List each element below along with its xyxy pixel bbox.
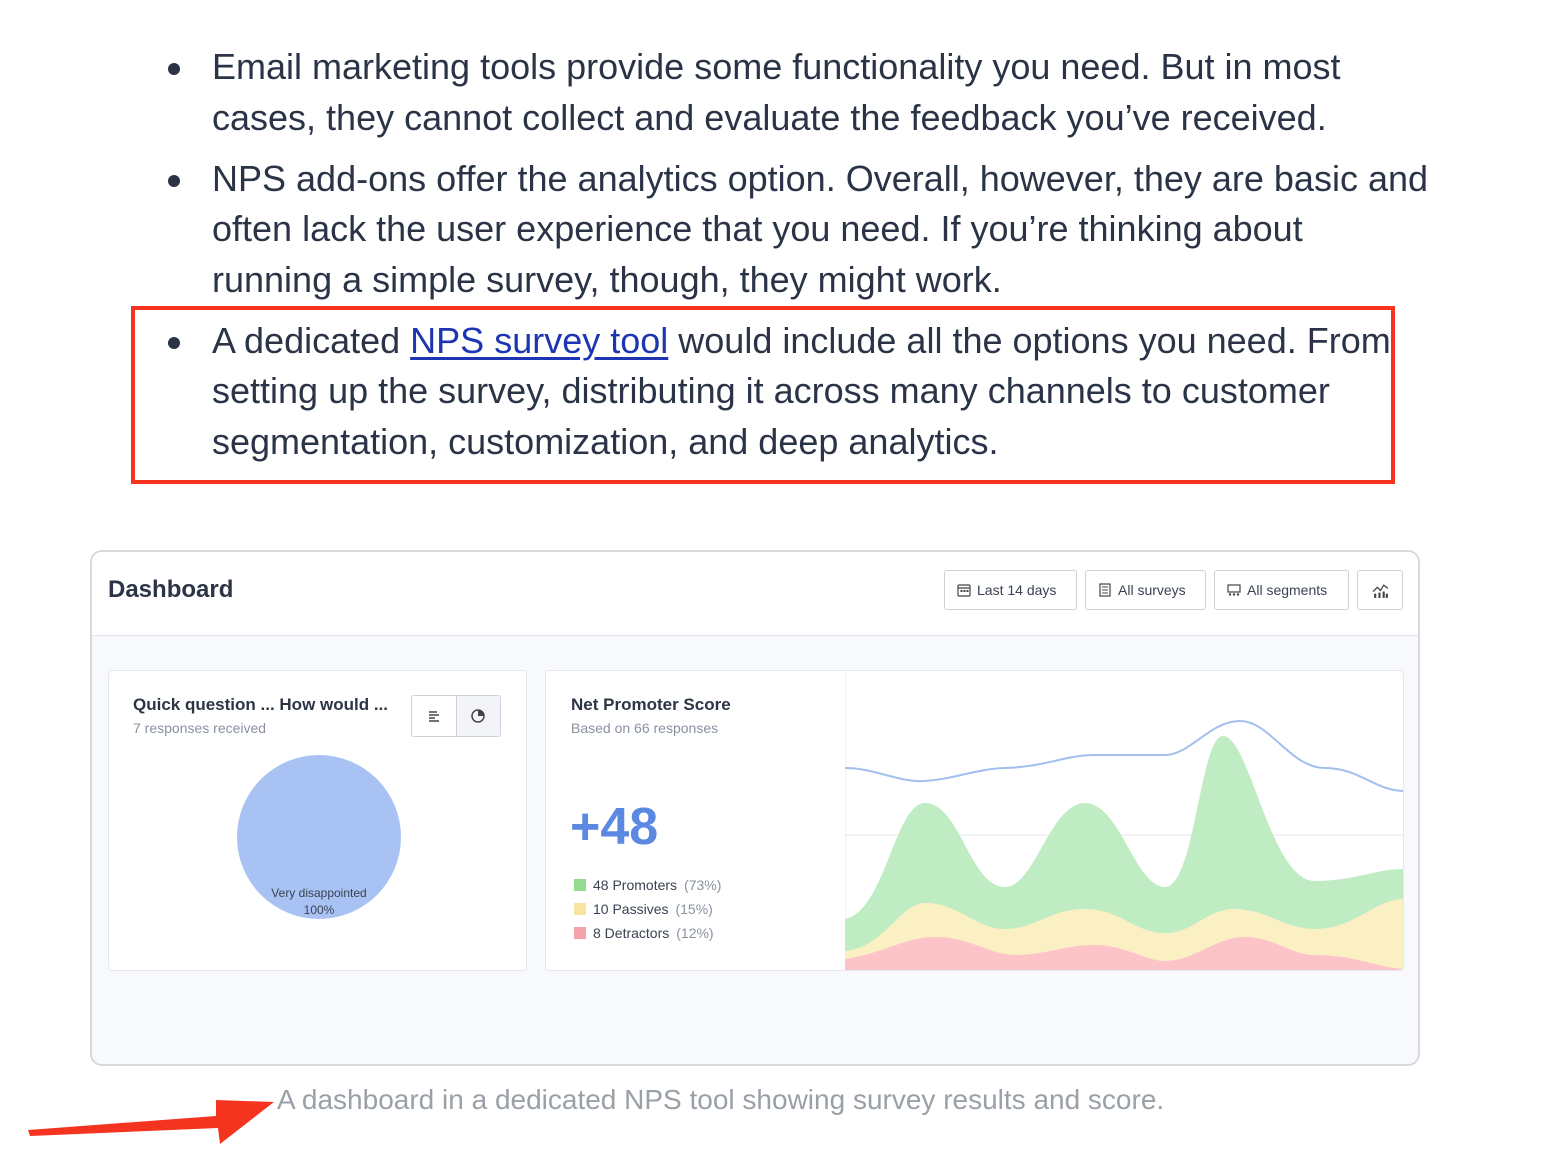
bars-icon bbox=[428, 711, 439, 722]
bullet-text: NPS add-ons offer the analytics option. … bbox=[212, 157, 1429, 300]
legend-detractors: 8 Detractors (12%) bbox=[574, 925, 714, 941]
legend-passives: 10 Passives (15%) bbox=[574, 901, 713, 917]
segments-label: All segments bbox=[1247, 582, 1328, 598]
pie-slice bbox=[237, 755, 401, 919]
legend-label: 8 Detractors bbox=[593, 925, 670, 941]
nps-card: Net Promoter Score Based on 66 responses… bbox=[545, 670, 1404, 971]
red-arrow-icon bbox=[28, 1100, 274, 1144]
pie-view-button[interactable] bbox=[455, 696, 500, 736]
list-icon bbox=[1099, 583, 1111, 597]
bullet-dot bbox=[168, 174, 180, 187]
legend-swatch bbox=[574, 879, 586, 891]
calendar-icon bbox=[957, 584, 971, 597]
pie-slice-pct: 100% bbox=[304, 903, 335, 917]
legend-pct: (73%) bbox=[684, 877, 722, 893]
legend-label: 10 Passives bbox=[593, 901, 669, 917]
date-range-button[interactable]: Last 14 days bbox=[944, 570, 1077, 610]
bullet-dot bbox=[168, 63, 180, 75]
pie-chart: Very disappointed 100% bbox=[237, 755, 401, 919]
nps-score-line bbox=[845, 719, 1403, 792]
dashboard-screenshot: Dashboard Last 14 days All surveys All s… bbox=[90, 550, 1420, 1066]
segments-icon bbox=[1227, 584, 1241, 596]
highlight-box bbox=[131, 306, 1395, 484]
image-caption: A dashboard in a dedicated NPS tool show… bbox=[277, 1084, 1165, 1115]
bullet-list: Email marketing tools provide some funct… bbox=[160, 42, 1430, 478]
legend-swatch bbox=[574, 927, 586, 939]
nps-score: +48 bbox=[570, 798, 659, 856]
pie-chart-icon bbox=[471, 709, 485, 723]
chart-type-toggle bbox=[411, 695, 501, 737]
legend-promoters: 48 Promoters (73%) bbox=[574, 877, 721, 893]
nps-title: Net Promoter Score bbox=[571, 695, 731, 714]
bullet-nps-addons: NPS add-ons offer the analytics option. … bbox=[160, 154, 1430, 306]
bullet-email-marketing: Email marketing tools provide some funct… bbox=[160, 42, 1430, 143]
bullet-text-before: A dedicated bbox=[212, 319, 411, 361]
bullet-dot bbox=[168, 336, 180, 349]
nps-trend-chart bbox=[845, 671, 1403, 970]
bullet-text: Email marketing tools provide some funct… bbox=[212, 46, 1341, 138]
bullet-text-after: would include all the options you need. … bbox=[212, 319, 1391, 462]
question-card: Quick question ... How would ... 7 respo… bbox=[108, 670, 527, 971]
bar-view-button[interactable] bbox=[412, 696, 456, 736]
question-title: Quick question ... How would ... bbox=[133, 695, 389, 714]
nps-subtitle: Based on 66 responses bbox=[571, 720, 719, 736]
arrow-shape bbox=[28, 1100, 274, 1144]
dashboard-title: Dashboard bbox=[108, 576, 234, 603]
nps-survey-tool-link[interactable]: NPS survey tool bbox=[410, 319, 669, 361]
surveys-label: All surveys bbox=[1118, 582, 1186, 598]
legend-pct: (12%) bbox=[676, 925, 714, 941]
question-subtitle: 7 responses received bbox=[133, 720, 267, 736]
pie-slice-label: Very disappointed bbox=[271, 886, 366, 900]
promoters-area bbox=[845, 736, 1403, 970]
dashboard-header: Dashboard Last 14 days All surveys All s… bbox=[92, 552, 1418, 636]
legend-pct: (15%) bbox=[675, 901, 713, 917]
date-range-label: Last 14 days bbox=[977, 582, 1057, 598]
legend-swatch bbox=[574, 903, 586, 915]
legend-label: 48 Promoters bbox=[593, 877, 678, 893]
bullet-dedicated-tool: A dedicated NPS survey tool would includ… bbox=[160, 316, 1430, 468]
surveys-button[interactable]: All surveys bbox=[1085, 570, 1206, 610]
chart-settings-button[interactable] bbox=[1357, 570, 1403, 610]
chart-icon bbox=[1372, 583, 1388, 598]
detractors-area bbox=[845, 937, 1403, 970]
segments-button[interactable]: All segments bbox=[1214, 570, 1349, 610]
